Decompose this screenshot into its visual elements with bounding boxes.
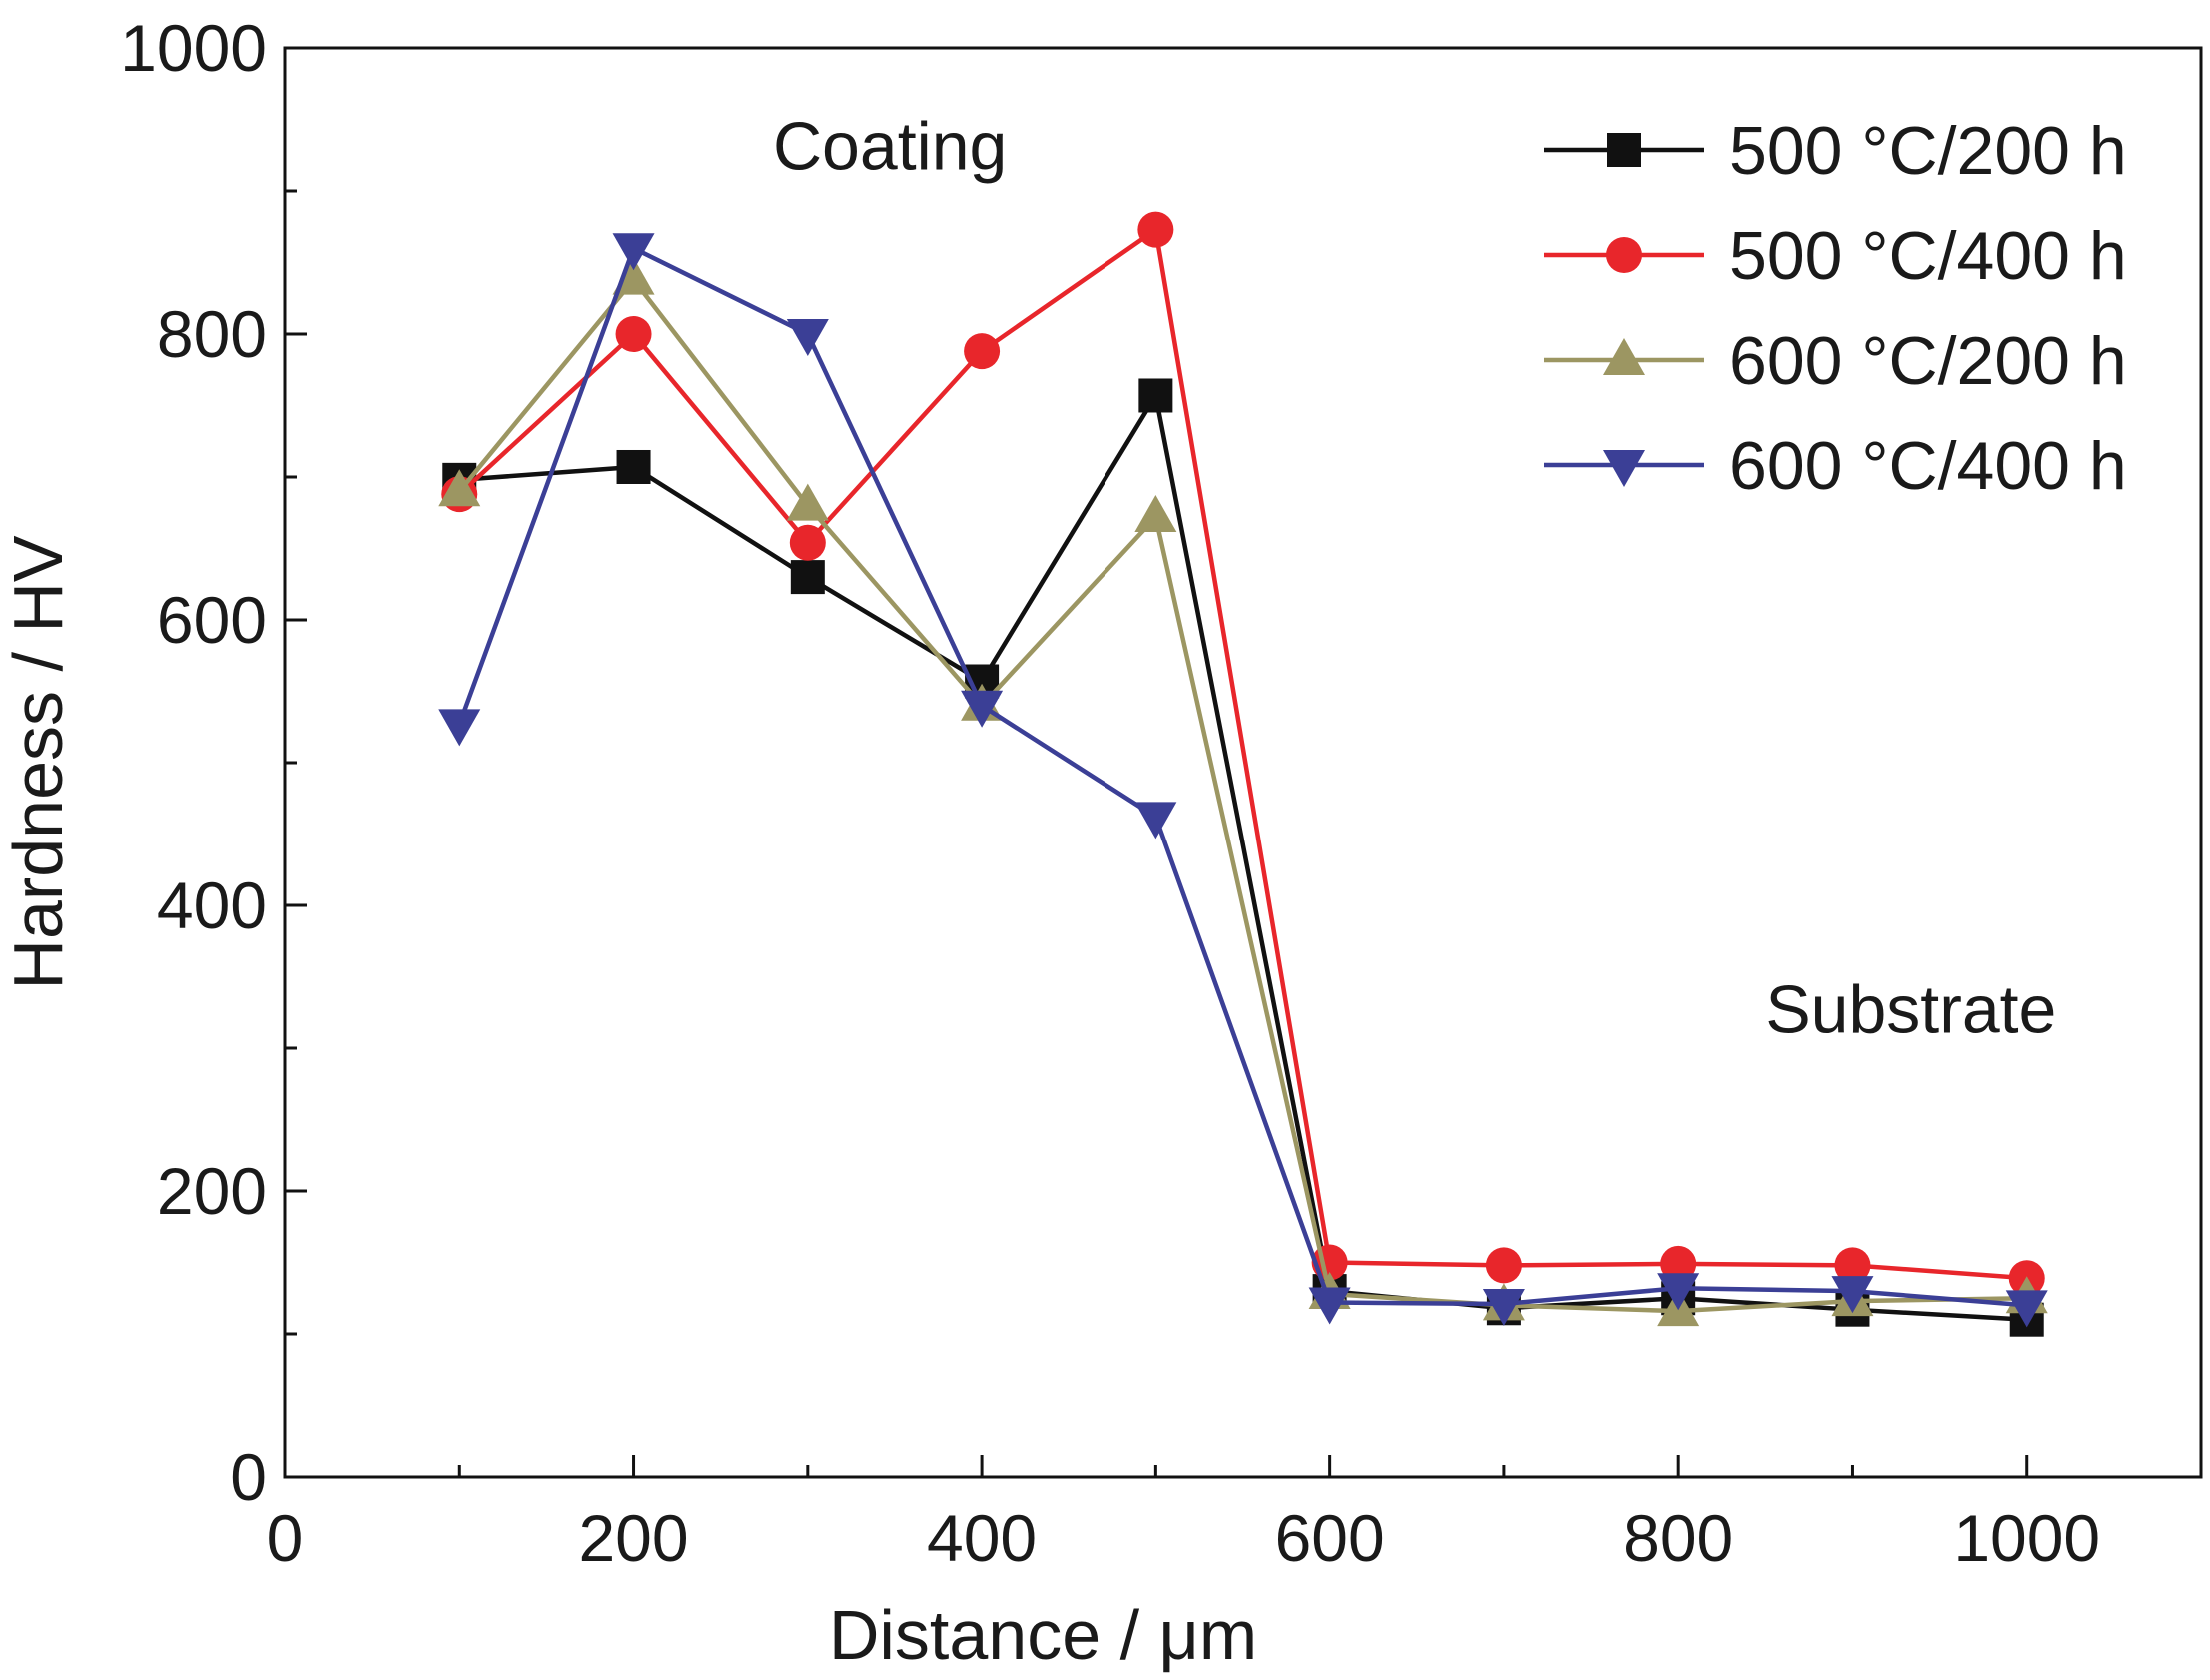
data-point <box>1134 495 1177 533</box>
y-tick-label: 0 <box>230 1440 267 1514</box>
data-point <box>1137 211 1174 248</box>
data-point <box>1308 1287 1351 1325</box>
legend-item: 500 °C/200 h <box>1544 113 2127 189</box>
axes: 0 200 400 600 800 1000 0 200 400 600 800 1000 Distan… <box>0 11 2203 1674</box>
annotations: Coating Substrate <box>773 109 2056 1048</box>
data-point <box>2005 1290 2048 1328</box>
data-point <box>438 469 481 507</box>
legend-item: 600 °C/200 h <box>1544 323 2127 399</box>
y-tick-label: 1000 <box>120 11 267 85</box>
legend-item: 600 °C/400 h <box>1544 428 2127 504</box>
data-point <box>1831 1276 1874 1314</box>
data-point <box>1657 1273 1700 1311</box>
x-tick-label: 0 <box>267 1501 304 1575</box>
series-3 <box>438 257 2048 1327</box>
series-line <box>459 393 2027 1322</box>
series-1 <box>442 378 2044 1337</box>
legend-label: 500 °C/200 h <box>1729 113 2127 189</box>
x-tick-label: 1000 <box>1953 1501 2100 1575</box>
legend-item: 500 °C/400 h <box>1544 218 2127 294</box>
legend-label: 600 °C/200 h <box>1729 323 2127 399</box>
data-point <box>1482 1288 1525 1326</box>
data-point <box>616 449 651 484</box>
series-line <box>457 277 2027 1314</box>
data-point <box>438 709 481 747</box>
y-tick-label: 600 <box>157 583 267 657</box>
data-point <box>1660 1245 1697 1282</box>
x-tick-label: 800 <box>1623 1501 1733 1575</box>
data-point <box>1138 378 1173 413</box>
data-point <box>612 257 655 295</box>
legend-marker <box>1603 338 1645 375</box>
data-point <box>789 524 826 561</box>
data-point <box>790 560 825 595</box>
series-layer <box>438 211 2048 1337</box>
legend-marker <box>1603 450 1645 487</box>
legend-label: 600 °C/400 h <box>1729 428 2127 504</box>
data-point <box>1834 1247 1871 1284</box>
x-axis-label: Distance / μm <box>829 1596 1257 1674</box>
legend-marker <box>1606 237 1642 273</box>
series-2 <box>441 211 2045 1297</box>
annotation-substrate: Substrate <box>1765 971 2056 1047</box>
data-point <box>1134 802 1177 840</box>
legend-label: 500 °C/400 h <box>1729 218 2127 294</box>
legend-marker <box>1607 133 1641 167</box>
data-point <box>1485 1247 1522 1284</box>
y-tick-label: 800 <box>157 297 267 371</box>
data-point <box>964 333 1001 370</box>
data-point <box>615 316 652 352</box>
data-point <box>961 690 1004 728</box>
x-tick-label: 200 <box>578 1501 688 1575</box>
data-point <box>786 483 829 521</box>
series-line <box>457 245 2027 1308</box>
y-tick-label: 200 <box>157 1154 267 1228</box>
data-point <box>786 319 829 356</box>
series-4 <box>438 233 2048 1328</box>
series-line <box>457 227 2027 1281</box>
legend: 500 °C/200 h 500 °C/400 h 600 °C/200 h 600 … <box>1544 113 2127 504</box>
data-point <box>612 233 655 271</box>
y-axis-label: Hardness / HV <box>0 535 77 989</box>
annotation-coating: Coating <box>773 109 1007 185</box>
x-tick-label: 400 <box>927 1501 1037 1575</box>
x-tick-label: 600 <box>1275 1501 1385 1575</box>
y-tick-label: 400 <box>157 868 267 942</box>
